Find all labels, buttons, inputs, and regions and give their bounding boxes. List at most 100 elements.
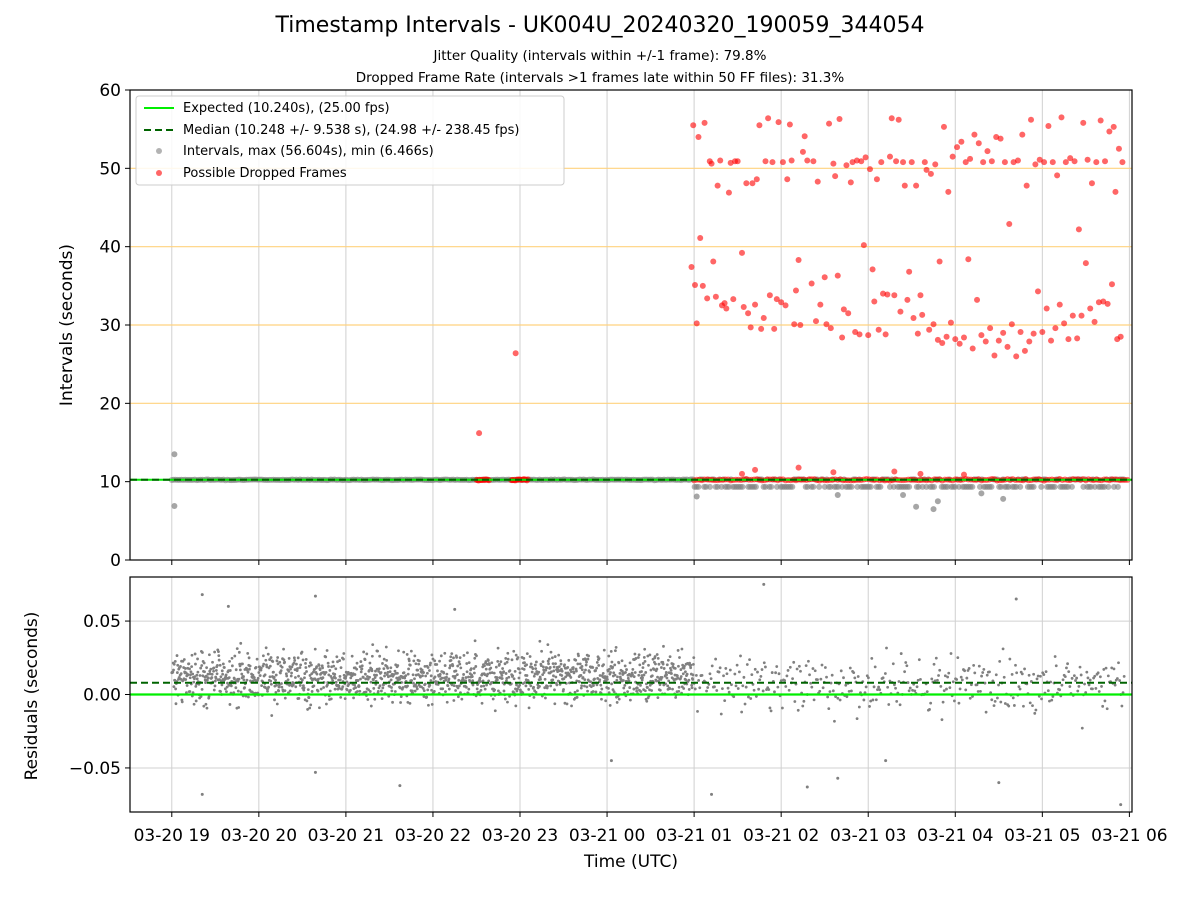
residual-point: [554, 662, 557, 666]
dropped-frame-point: [691, 282, 698, 289]
residual-point: [336, 660, 339, 664]
residual-point: [360, 667, 364, 671]
residual-point: [300, 678, 304, 682]
residual-point: [328, 689, 332, 693]
residual-point: [305, 670, 308, 673]
residual-point: [458, 684, 461, 688]
residual-point: [941, 700, 945, 704]
residual-point: [792, 660, 796, 664]
residual-point: [312, 684, 316, 688]
residual-point: [525, 652, 529, 656]
residual-point: [1039, 674, 1042, 678]
residual-point: [997, 683, 1000, 687]
residual-point: [475, 687, 479, 691]
residual-point: [191, 691, 195, 695]
residual-point: [302, 684, 305, 688]
residual-point: [444, 690, 447, 694]
residual-point: [202, 704, 206, 708]
residual-point: [650, 689, 654, 692]
dropped-frame-point: [960, 471, 967, 478]
residual-point: [640, 678, 644, 682]
residual-point: [512, 677, 516, 681]
residual-point: [217, 654, 221, 658]
residual-point: [208, 672, 212, 676]
residual-point: [297, 674, 300, 678]
residual-point: [859, 691, 862, 695]
y-tick-label: 0.00: [83, 686, 121, 706]
residual-point: [710, 664, 714, 668]
residual-point: [417, 659, 421, 663]
residual-point: [205, 706, 209, 710]
residual-point: [202, 661, 206, 665]
residual-point: [1067, 670, 1071, 674]
residual-point: [296, 667, 299, 670]
residual-point: [644, 671, 648, 674]
residual-point: [661, 662, 665, 666]
residual-point: [1119, 803, 1123, 807]
residual-point: [551, 662, 555, 666]
residual-point: [545, 666, 549, 670]
residual-point: [908, 686, 912, 690]
residual-point: [447, 677, 451, 681]
dropped-frame-point: [891, 292, 898, 299]
residual-point: [540, 649, 543, 653]
residual-point: [380, 697, 384, 701]
residual-point: [1027, 673, 1031, 677]
interval-point: [695, 483, 702, 490]
residual-point: [723, 699, 727, 703]
dropped-frame-point: [1014, 157, 1021, 164]
residual-point: [791, 677, 794, 681]
residual-point: [366, 698, 370, 701]
residual-point: [221, 672, 225, 676]
residual-point: [819, 677, 823, 681]
residual-point: [335, 655, 339, 659]
residual-point: [272, 675, 276, 679]
residual-point: [432, 690, 436, 693]
residual-point: [1014, 663, 1017, 667]
residual-point: [871, 698, 875, 702]
residual-point: [747, 695, 750, 699]
dropped-frame-point: [717, 157, 724, 164]
interval-point: [978, 490, 985, 497]
residual-point: [1086, 676, 1090, 680]
residual-point: [982, 667, 986, 671]
residual-point: [396, 664, 400, 667]
residual-point: [620, 669, 624, 673]
residual-point: [457, 660, 461, 663]
residual-point: [313, 647, 317, 651]
residual-point: [541, 665, 545, 669]
residual-point: [283, 689, 287, 693]
residual-point: [220, 669, 224, 673]
dropped-frame-point: [934, 336, 941, 343]
residual-point: [493, 688, 496, 692]
dropped-frame-point: [1112, 188, 1119, 195]
dropped-frame-point: [1115, 145, 1122, 152]
dropped-frame-point: [1061, 320, 1068, 327]
residual-point: [456, 664, 460, 668]
residual-point: [677, 685, 681, 689]
residual-point: [1012, 704, 1016, 707]
residual-point: [445, 672, 449, 676]
residual-point: [579, 686, 583, 690]
residual-point: [506, 700, 509, 704]
residual-point: [583, 678, 587, 682]
residual-point: [801, 704, 805, 708]
residual-point: [359, 677, 362, 681]
residual-point: [553, 688, 556, 692]
residual-point: [445, 675, 448, 679]
residual-point: [396, 671, 399, 675]
residual-point: [529, 684, 533, 688]
residual-point: [1088, 678, 1092, 682]
residual-point: [502, 689, 506, 693]
dropped-frame-point: [988, 158, 995, 165]
residual-point: [230, 664, 234, 668]
residual-point: [204, 702, 208, 706]
dropped-frame-point: [752, 466, 759, 473]
residual-point: [689, 663, 693, 667]
residual-point: [625, 668, 628, 671]
dropped-frame-point: [974, 296, 981, 303]
residual-point: [1068, 685, 1072, 688]
residual-point: [368, 661, 372, 665]
dropped-frame-point: [1026, 338, 1033, 345]
residual-point: [205, 666, 209, 670]
